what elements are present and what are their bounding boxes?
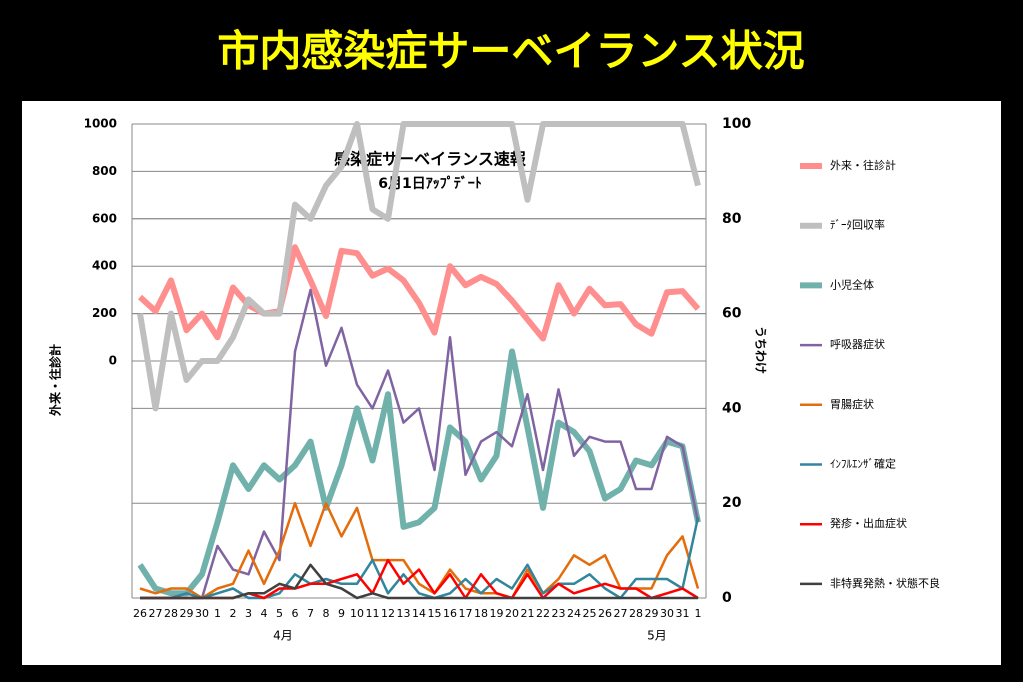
x-tick-label: 21	[521, 607, 535, 620]
y2-axis-label: うちわけ	[754, 326, 768, 374]
x-tick-label: 27	[149, 607, 163, 620]
x-tick-label: 29	[180, 607, 194, 620]
y2-tick-label: 60	[722, 306, 742, 322]
y2-tick-label: 0	[722, 590, 732, 606]
x-tick-label: 2	[230, 607, 237, 620]
x-tick-label: 18	[474, 607, 488, 620]
series-line	[137, 348, 701, 597]
x-tick-label: 20	[505, 607, 519, 620]
legend-label: 外来・往診計	[830, 158, 896, 172]
x-tick-label: 15	[428, 607, 442, 620]
x-tick-label: 6	[292, 607, 299, 620]
y-tick-label: 200	[92, 306, 117, 320]
y2-tick-label: 80	[722, 211, 742, 227]
chart-title: 感染症サーベイランス速報	[334, 150, 527, 169]
x-tick-label: 13	[397, 607, 411, 620]
x-tick-label: 9	[338, 607, 345, 620]
x-tick-label: 14	[412, 607, 426, 620]
y-tick-label: 0	[109, 354, 117, 368]
x-tick-label: 1	[214, 607, 221, 620]
series-line	[140, 563, 698, 600]
x-tick-label: 8	[323, 607, 330, 620]
x-tick-label: 25	[583, 607, 597, 620]
x-tick-label: 24	[567, 607, 581, 620]
x-tick-label: 17	[459, 607, 473, 620]
series-line	[139, 501, 700, 600]
x-tick-label: 28	[164, 607, 178, 620]
legend-label: ﾃﾞｰﾀ回収率	[830, 218, 885, 232]
x-tick-label: 31	[676, 607, 690, 620]
x-tick-label: 26	[133, 607, 147, 620]
x-tick-label: 29	[645, 607, 659, 620]
x-tick-label: 28	[629, 607, 643, 620]
series-line	[140, 288, 700, 600]
series-line	[137, 121, 701, 412]
x-tick-label: 26	[598, 607, 612, 620]
chart-subtitle: 6月1日ｱｯﾌﾟﾃﾞｰﾄ	[378, 175, 481, 192]
legend-label: 小児全体	[830, 277, 874, 291]
y-tick-label: 600	[92, 211, 117, 225]
x-tick-label: 5	[276, 607, 283, 620]
legend-label: 胃腸症状	[830, 397, 874, 411]
x-tick-label: 7	[307, 607, 314, 620]
x-tick-label: 10	[350, 607, 364, 620]
x-group-label: 5月	[647, 629, 667, 643]
y2-tick-label: 20	[722, 495, 742, 511]
legend-label: ｲﾝﾌﾙｴﾝｻﾞ確定	[830, 457, 896, 471]
x-tick-label: 27	[614, 607, 628, 620]
x-tick-label: 4	[261, 607, 268, 620]
x-group-label: 4月	[273, 629, 293, 643]
x-tick-label: 12	[381, 607, 395, 620]
y-tick-label: 800	[92, 164, 117, 178]
chart-area	[22, 101, 1001, 665]
x-tick-label: 30	[660, 607, 674, 620]
x-tick-label: 3	[245, 607, 252, 620]
y-tick-label: 1000	[84, 117, 117, 131]
y-axis-label: 外来・往診計	[48, 344, 63, 416]
y-tick-label: 400	[92, 259, 117, 273]
x-tick-label: 16	[443, 607, 457, 620]
x-tick-label: 1	[695, 607, 702, 620]
legend-label: 呼吸器症状	[830, 337, 885, 351]
series-line	[140, 517, 700, 600]
x-tick-label: 23	[552, 607, 566, 620]
y2-tick-label: 40	[722, 400, 742, 416]
y2-tick-label: 100	[722, 116, 751, 132]
x-tick-label: 30	[195, 607, 209, 620]
legend-label: 発疹・出血症状	[830, 516, 907, 530]
series-line	[137, 244, 701, 342]
x-tick-label: 19	[490, 607, 504, 620]
page-title: 市内感染症サーベイランス状況	[217, 27, 804, 76]
x-tick-label: 11	[366, 607, 380, 620]
x-tick-label: 22	[536, 607, 550, 620]
legend-label: 非特異発熱・状態不良	[830, 576, 940, 590]
